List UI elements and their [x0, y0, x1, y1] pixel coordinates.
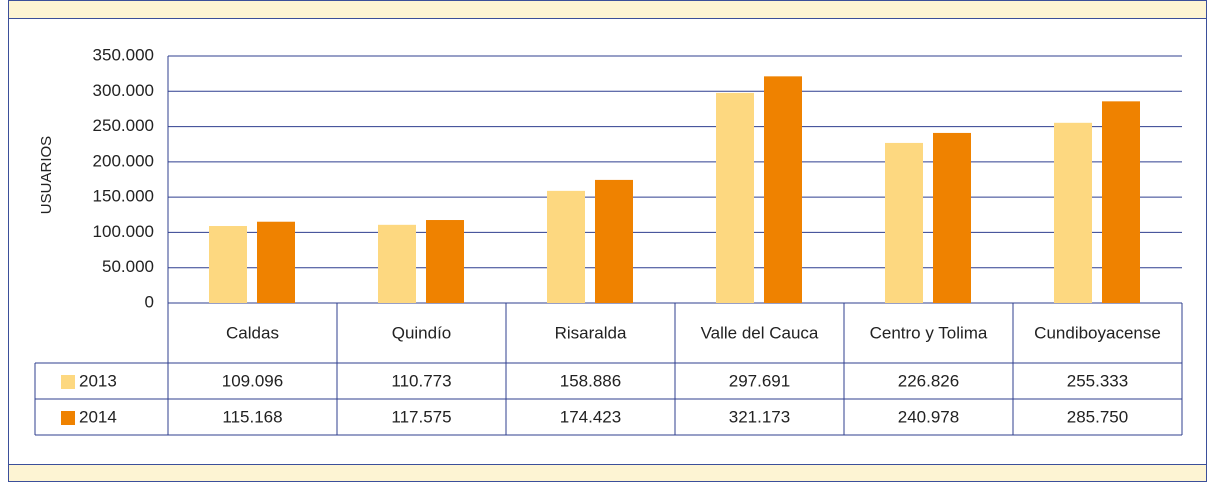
bar — [1054, 122, 1092, 303]
y-tick-label: 150.000 — [93, 187, 154, 206]
value-label: 285.750 — [1067, 407, 1128, 426]
x-tick-label: Valle del Cauca — [701, 323, 819, 342]
bar — [716, 92, 754, 303]
x-tick-label: Risaralda — [555, 323, 627, 342]
bar — [885, 142, 923, 303]
y-tick-label: 200.000 — [93, 151, 154, 170]
bar — [933, 132, 971, 303]
x-tick-label: Caldas — [226, 323, 279, 342]
value-label: 115.168 — [222, 407, 282, 426]
bar — [1102, 101, 1140, 304]
value-label: 240.978 — [898, 407, 959, 426]
y-tick-label: 100.000 — [93, 222, 154, 241]
value-label: 109.096 — [222, 371, 283, 390]
top-band — [8, 0, 1207, 19]
legend-swatch — [61, 375, 75, 389]
bar — [595, 179, 633, 303]
value-label: 117.575 — [391, 407, 451, 426]
x-tick-label: Cundiboyacense — [1034, 323, 1161, 342]
y-tick-label: 250.000 — [93, 116, 154, 135]
x-tick-label: Centro y Tolima — [870, 323, 988, 342]
bar — [378, 224, 416, 303]
x-tick-label: Quindío — [392, 323, 452, 342]
legend-label: 2013 — [79, 371, 117, 390]
bar — [209, 226, 247, 303]
y-tick-label: 300.000 — [93, 81, 154, 100]
value-label: 158.886 — [560, 371, 621, 390]
value-label: 174.423 — [560, 407, 621, 426]
bar — [764, 76, 802, 303]
bar — [257, 221, 295, 303]
y-axis-label: USUARIOS — [38, 136, 55, 214]
value-label: 297.691 — [729, 371, 790, 390]
value-label: 321.173 — [729, 407, 790, 426]
value-label: 226.826 — [898, 371, 959, 390]
value-label: 110.773 — [391, 371, 451, 390]
y-tick-label: 350.000 — [93, 45, 154, 64]
value-label: 255.333 — [1067, 371, 1128, 390]
bottom-band — [8, 464, 1207, 482]
legend-swatch — [61, 411, 75, 425]
bar — [547, 190, 585, 303]
y-tick-label: 50.000 — [102, 257, 154, 276]
bar — [426, 220, 464, 303]
legend-label: 2014 — [79, 407, 117, 426]
y-tick-label: 0 — [145, 292, 154, 311]
